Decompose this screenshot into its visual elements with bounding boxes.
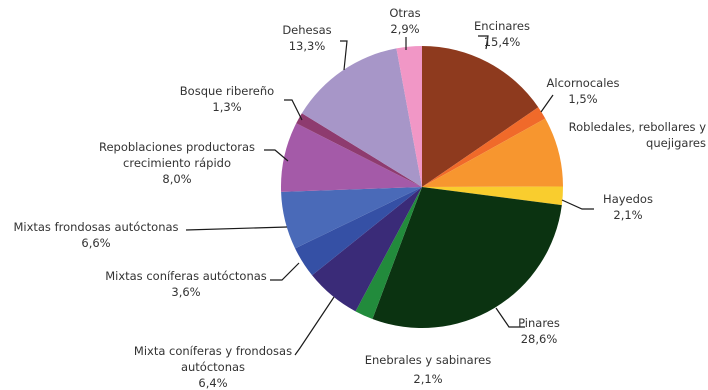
category-label-robledales-rebollares-y-quejigares: Robledales, rebollares y [569, 120, 707, 134]
category-label-alcornocales: Alcornocales [547, 76, 620, 90]
leader-line-mixtas-coniferas-autoctonas [270, 262, 300, 281]
category-label-dehesas: Dehesas [282, 23, 331, 37]
category-label-repoblaciones-productoras-crecimiento-rapido: crecimiento rápido [123, 156, 231, 170]
category-label-encinares: Encinares [474, 19, 530, 33]
category-label-mixtas-frondosas-autoctonas: Mixtas frondosas autóctonas [13, 220, 178, 234]
value-label-dehesas: 13,3% [289, 39, 326, 53]
leader-line-encinares [478, 35, 489, 50]
leader-lines [185, 35, 594, 356]
value-label-mixtas-coniferas-autoctonas: 3,6% [171, 285, 200, 299]
value-label-enebrales-y-sabinares: 2,1% [413, 372, 442, 386]
value-label-encinares: 15,4% [484, 35, 521, 49]
leader-line-hayedos [561, 199, 594, 210]
slice-bosque-ribereno [296, 113, 422, 187]
pie-slices [280, 46, 564, 329]
slice-labels: Encinares 15,4% Alcornocales 1,5% Robledales… [13, 6, 706, 390]
slice-enebrales-y-sabinares [355, 187, 422, 320]
category-label-mixtas-coniferas-autoctonas: Mixtas coníferas autóctonas [105, 269, 267, 283]
slice-encinares [422, 46, 539, 187]
slice-otras [396, 46, 422, 187]
slice-alcornocales [422, 107, 546, 187]
leader-line-mixta-coniferas-y-frondosas-autoctonas [294, 296, 335, 356]
value-label-mixta-coniferas-y-frondosas-autoctonas: 6,4% [198, 376, 227, 390]
value-label-repoblaciones-productoras-crecimiento-rapido: 8,0% [162, 172, 191, 186]
value-label-mixtas-frondosas-autoctonas: 6,6% [81, 236, 110, 250]
leader-line-alcornocales [540, 94, 554, 113]
category-label-otras: Otras [389, 6, 420, 20]
value-label-hayedos: 2,1% [613, 208, 642, 222]
leader-line-dehesas [340, 40, 348, 71]
slice-pinares [372, 187, 562, 329]
value-label-alcornocales: 1,5% [568, 92, 597, 106]
category-label-enebrales-y-sabinares: Enebrales y sabinares [365, 353, 492, 367]
category-label-pinares: Pinares [518, 316, 560, 330]
leader-line-bosque-ribereno [284, 99, 303, 121]
value-label-bosque-ribereno: 1,3% [212, 100, 241, 114]
value-label-otras: 2,9% [390, 22, 419, 36]
slice-mixtas-coniferas-autoctonas [295, 187, 422, 276]
leader-line-repoblaciones-productoras-crecimiento-rapido [264, 149, 289, 162]
category-label-mixta-coniferas-y-frondosas-autoctonas: Mixta coníferas y frondosas [134, 344, 292, 358]
category-label-hayedos: Hayedos [603, 192, 653, 206]
slice-robledales-rebollares-y-quejigares [422, 118, 563, 187]
slice-repoblaciones-productoras-crecimiento-rapido [280, 123, 422, 192]
slice-mixta-coniferas-y-frondosas-autoctonas [312, 187, 422, 312]
slice-dehesas [301, 48, 422, 188]
slice-mixtas-frondosas-autoctonas [281, 187, 422, 249]
slice-hayedos [422, 186, 564, 206]
category-label-robledales-rebollares-y-quejigares: quejigares [646, 136, 706, 150]
leader-line-mixtas-frondosas-autoctonas [185, 226, 288, 231]
value-label-pinares: 28,6% [521, 332, 558, 346]
category-label-bosque-ribereno: Bosque ribereño [180, 84, 274, 98]
category-label-repoblaciones-productoras-crecimiento-rapido: Repoblaciones productoras [99, 140, 255, 154]
category-label-mixta-coniferas-y-frondosas-autoctonas: autóctonas [181, 360, 245, 374]
leader-line-pinares [495, 307, 525, 328]
